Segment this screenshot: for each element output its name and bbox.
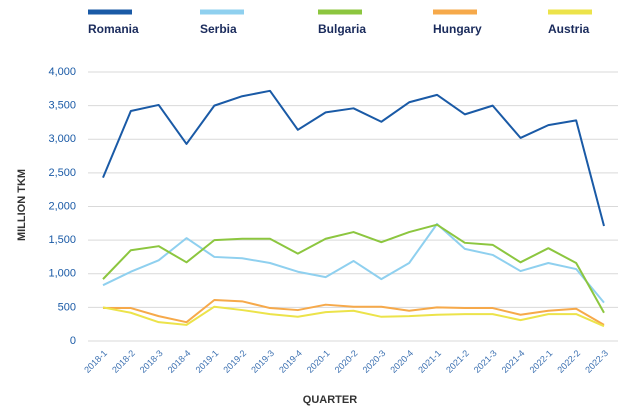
series-line bbox=[102, 222, 605, 304]
series-line bbox=[102, 223, 605, 314]
y-tick-label: 1,000 bbox=[48, 268, 76, 280]
legend-text: Bulgaria bbox=[318, 22, 366, 36]
y-axis-title: MILLION TKM bbox=[16, 169, 28, 241]
x-tick-label: 2019-1 bbox=[194, 348, 221, 375]
x-tick-label: 2022-3 bbox=[583, 348, 610, 375]
x-tick-label: 2020-1 bbox=[305, 348, 332, 375]
x-tick-label: 2019-4 bbox=[277, 348, 304, 375]
x-tick-label: 2018-4 bbox=[166, 348, 193, 375]
x-tick-label: 2020-3 bbox=[361, 348, 388, 375]
legend-text: Romania bbox=[88, 22, 139, 36]
x-tick-label: 2021-1 bbox=[416, 348, 443, 375]
x-tick-label: 2019-3 bbox=[249, 348, 276, 375]
y-tick-label: 4,000 bbox=[48, 66, 76, 78]
legend-text: Serbia bbox=[200, 22, 237, 36]
y-tick-label: 0 bbox=[70, 335, 76, 347]
x-tick-label: 2020-2 bbox=[333, 348, 360, 375]
x-tick-label: 2021-3 bbox=[472, 348, 499, 375]
series-line bbox=[102, 305, 605, 328]
legend-text: Hungary bbox=[433, 22, 482, 36]
x-tick-label: 2021-2 bbox=[444, 348, 471, 375]
x-tick-label: 2020-4 bbox=[388, 348, 415, 375]
y-tick-label: 3,000 bbox=[48, 133, 76, 145]
x-tick-label: 2022-1 bbox=[528, 348, 555, 375]
series-line bbox=[103, 298, 605, 326]
x-tick-label: 2018-3 bbox=[138, 348, 165, 375]
x-tick-label: 2019-2 bbox=[221, 348, 248, 375]
x-tick-label: 2022-2 bbox=[555, 348, 582, 375]
legend-text: Austria bbox=[548, 22, 590, 36]
y-tick-label: 500 bbox=[58, 301, 76, 313]
x-tick-label: 2018-1 bbox=[82, 348, 109, 375]
series-line bbox=[102, 89, 605, 227]
x-tick-label: 2021-4 bbox=[500, 348, 527, 375]
x-axis-title: QUARTER bbox=[303, 394, 357, 406]
x-tick-label: 2018-2 bbox=[110, 348, 137, 375]
y-tick-label: 3,500 bbox=[48, 100, 76, 112]
y-tick-label: 1,500 bbox=[48, 234, 76, 246]
y-tick-label: 2,000 bbox=[48, 200, 76, 212]
y-tick-label: 2,500 bbox=[48, 167, 76, 179]
